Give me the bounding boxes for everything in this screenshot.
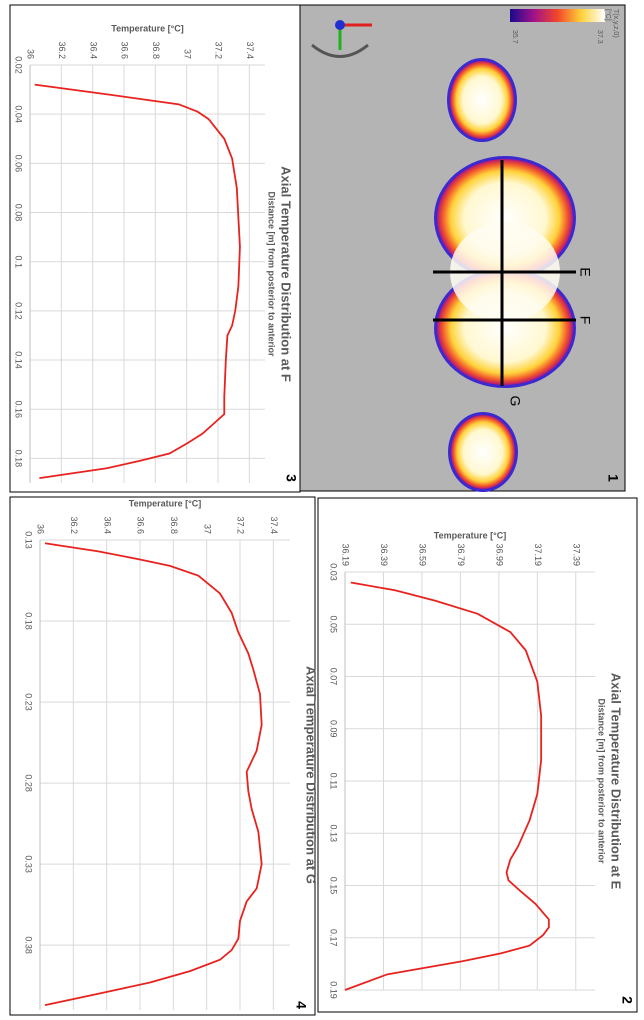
y-tick-label: 36.6 — [120, 41, 130, 59]
image-panel: E F G T(x,y,z,0) [°C] 37.3 35.7 1 — [300, 5, 625, 492]
colorbar-min: 35.7 — [511, 30, 518, 44]
x-tick-label: 0.13 — [329, 824, 339, 842]
section-label: G — [507, 396, 523, 407]
y-tick-label: 36.39 — [379, 543, 389, 566]
y-tick-label: 36.4 — [88, 41, 98, 59]
section-label: F — [577, 316, 593, 325]
panel-frame — [318, 498, 637, 1012]
panel-number: 3 — [283, 474, 299, 482]
blob — [450, 61, 514, 139]
panel-frame — [10, 497, 315, 1015]
y-tick-label: 37.2 — [236, 516, 246, 534]
y-axis-title: Temperature [°C] — [111, 23, 183, 33]
y-tick-label: 36.4 — [102, 516, 112, 534]
x-tick-label: 0.07 — [329, 668, 339, 686]
panel-number: 2 — [619, 996, 635, 1004]
y-tick-label: 36.19 — [341, 543, 351, 566]
y-tick-label: 36.8 — [169, 516, 179, 534]
y-axis-title: Temperature [°C] — [434, 530, 506, 540]
x-axis-title: Distance [m] from posterior to anterior — [597, 698, 607, 864]
y-tick-label: 37 — [202, 524, 212, 534]
panel-number: 1 — [605, 474, 621, 482]
x-tick-label: 0.12 — [14, 302, 24, 320]
y-tick-label: 36.79 — [456, 543, 466, 566]
page: {"image": {"panel_label": "1", "section_… — [0, 0, 644, 1020]
x-tick-label: 0.28 — [24, 774, 34, 792]
colorbar — [510, 9, 605, 22]
panel-number: 4 — [293, 1001, 309, 1009]
x-tick-label: 0.14 — [14, 351, 24, 369]
x-tick-label: 0.08 — [14, 204, 24, 222]
triad-z — [335, 20, 345, 30]
chart-title: Axial Temperature Distribution at F — [279, 166, 294, 382]
y-tick-label: 36.6 — [136, 516, 146, 534]
x-axis-title: Distance [m] from posterior to anterior — [267, 191, 277, 357]
y-tick-label: 36.8 — [151, 41, 161, 59]
x-tick-label: 0.13 — [24, 531, 34, 549]
x-tick-label: 0.23 — [24, 693, 34, 711]
y-tick-label: 37 — [182, 49, 192, 59]
x-tick-label: 0.06 — [14, 155, 24, 173]
chart-title: Axial Temperature Distribution at E — [609, 673, 624, 890]
y-tick-label: 36.99 — [494, 543, 504, 566]
chart-panel: 36 36.2 36.4 36.6 36.8 37 37.2 37.4 0.13 0.18 0.23… — [10, 497, 319, 1015]
y-tick-label: 36.59 — [418, 543, 428, 566]
chart-panel: 36.19 36.39 36.59 36.79 36.99 37.19 37.39 0.03 0… — [318, 498, 637, 1012]
y-tick-label: 37.2 — [214, 41, 224, 59]
chart-panel: 36 36.2 36.4 36.6 36.8 37 37.2 37.4 0.02 0.04 0.06… — [10, 5, 300, 492]
figure: E F G T(x,y,z,0) [°C] 37.3 35.7 1 36.193… — [0, 0, 644, 1020]
x-tick-label: 0.11 — [329, 773, 339, 790]
x-tick-label: 0.09 — [329, 720, 339, 738]
x-tick-label: 0.18 — [14, 450, 24, 468]
y-tick-label: 36 — [26, 49, 36, 59]
x-tick-label: 0.16 — [14, 400, 24, 418]
x-tick-label: 0.38 — [24, 936, 34, 954]
blob — [451, 415, 515, 489]
colorbar-unit: [°C] — [604, 9, 612, 21]
x-tick-label: 0.15 — [329, 877, 339, 895]
y-tick-label: 37.4 — [245, 41, 255, 59]
x-tick-label: 0.18 — [24, 612, 34, 630]
x-tick-label: 0.03 — [329, 563, 339, 581]
y-tick-label: 37.19 — [533, 543, 543, 566]
x-tick-label: 0.1 — [14, 255, 24, 268]
y-tick-label: 37.39 — [571, 543, 581, 566]
x-tick-label: 0.17 — [329, 929, 339, 947]
x-tick-label: 0.02 — [14, 56, 24, 74]
y-tick-label: 37.4 — [269, 516, 279, 534]
x-tick-label: 0.33 — [24, 855, 34, 873]
y-axis-title: Temperature [°C] — [129, 498, 201, 508]
x-tick-label: 0.04 — [14, 105, 24, 123]
y-tick-label: 36.2 — [69, 516, 79, 534]
colorbar-title: T(x,y,z,0) — [612, 9, 619, 38]
chart-title: Axial Temperature Distribution at G — [304, 666, 319, 884]
y-tick-label: 36.2 — [57, 41, 67, 59]
section-label: E — [577, 267, 593, 276]
y-tick-label: 36 — [36, 524, 46, 534]
x-tick-label: 0.19 — [329, 981, 339, 999]
x-tick-label: 0.05 — [329, 615, 339, 633]
colorbar-max: 37.3 — [596, 30, 603, 44]
